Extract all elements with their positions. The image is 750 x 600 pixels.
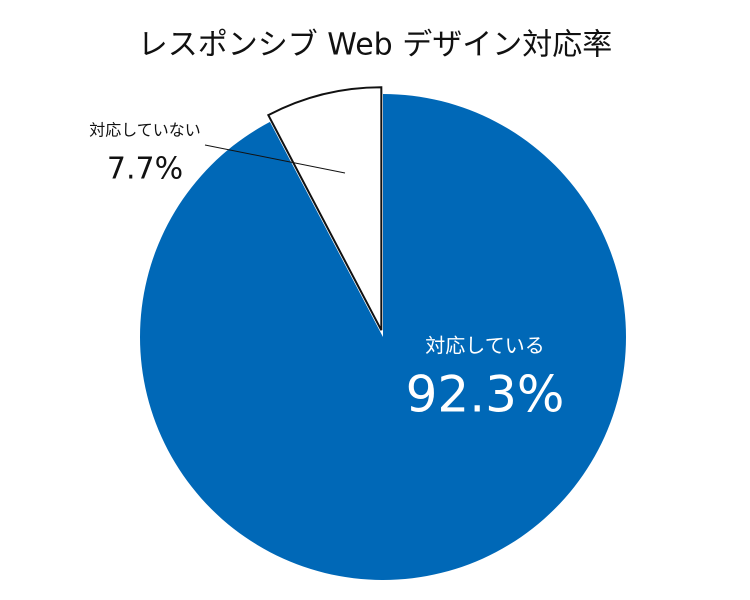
pie-slice (266, 86, 383, 331)
pie-slice (140, 94, 627, 580)
chart-title: レスポンシブ Web デザイン対応率 (138, 28, 612, 63)
value-label: 7.7% (107, 152, 183, 187)
value-label: 92.3% (406, 366, 565, 424)
leader-line (204, 144, 346, 174)
slice-label: 対応していない (89, 121, 201, 140)
slice-label: 対応している (425, 334, 544, 358)
